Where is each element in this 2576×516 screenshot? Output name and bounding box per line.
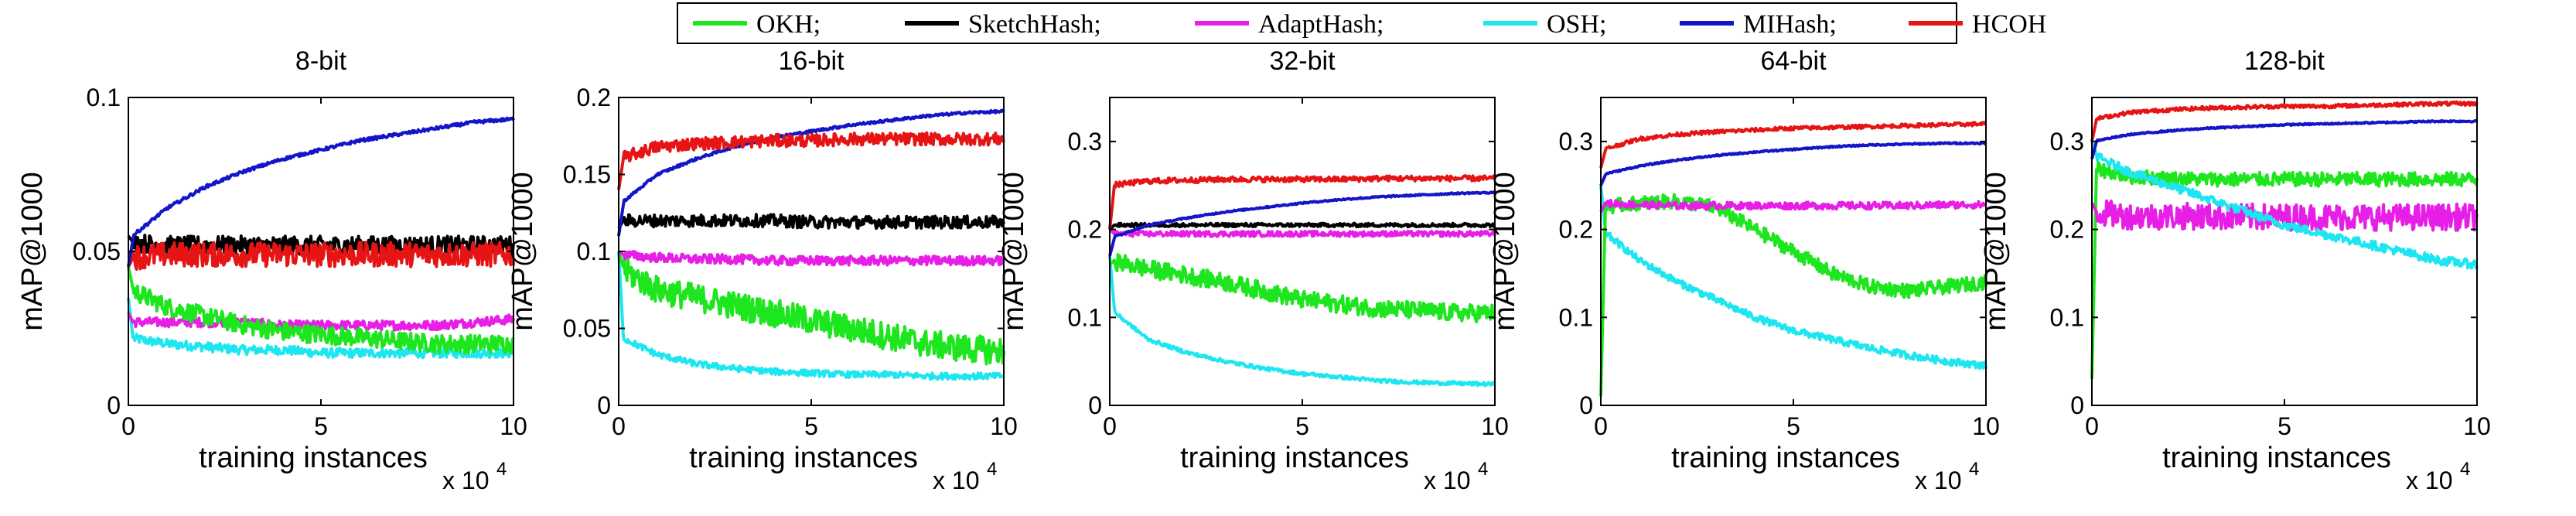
y-tick-label: 0.1 [577,237,611,265]
x-tick-label: 10 [2463,412,2491,440]
y-tick-label: 0.05 [73,237,121,265]
x-multiplier-label: x 10 [1915,466,1961,494]
y-tick-label: 0.15 [563,161,611,189]
x-tick-label: 5 [314,412,328,440]
x-multiplier-exponent: 4 [1969,459,1979,480]
x-multiplier-label: x 10 [2406,466,2452,494]
plot-area [1110,97,1495,405]
panel-title: 16-bit [778,46,844,76]
x-axis-label: training instances [1671,442,1900,474]
legend-label: OKH; [756,10,821,39]
x-multiplier: x 10 4 [1424,459,1488,494]
legend: OKH; SketchHash; AdaptHash; OSH; MIHash; HCOH [677,3,2046,43]
y-tick-label: 0.1 [87,84,121,111]
y-tick-label: 0.3 [1559,128,1593,155]
y-tick-label: 0.1 [2050,303,2084,331]
x-tick-label: 0 [1103,412,1117,440]
x-tick-label: 0 [2085,412,2099,440]
y-tick-label: 0 [2070,391,2084,419]
legend-label: OSH; [1547,10,1606,39]
y-axis-label: mAP@1000 [1489,172,1521,330]
x-axis-label: training instances [689,442,918,474]
x-multiplier-label: x 10 [442,466,489,494]
panel-title: 128-bit [2244,46,2325,76]
y-tick-label: 0 [107,391,121,419]
legend-label: AdaptHash; [1258,10,1384,39]
x-multiplier-label: x 10 [1424,466,1470,494]
x-multiplier-exponent: 4 [1478,459,1488,480]
y-tick-label: 0.2 [1559,216,1593,244]
y-tick-label: 0.1 [1068,303,1102,331]
y-tick-label: 0.2 [2050,216,2084,244]
legend-label: SketchHash; [968,10,1101,39]
y-tick-label: 0 [1088,391,1102,419]
y-tick-label: 0.3 [2050,128,2084,155]
x-multiplier: x 10 4 [933,459,997,494]
chart-panel-16-bit: 0 5 10 0 0.05 0.1 0.15 0.2 16-bit training instan… [507,46,1018,494]
panel-title: 32-bit [1269,46,1336,76]
chart-panel-32-bit: 0 5 10 0 0.1 0.2 0.3 32-bit training instances x … [998,46,1509,494]
x-multiplier-exponent: 4 [2460,459,2470,480]
x-tick-label: 5 [1295,412,1309,440]
x-multiplier: x 10 4 [442,459,507,494]
y-tick-label: 0.1 [1559,303,1593,331]
x-multiplier-exponent: 4 [987,459,997,480]
x-multiplier-label: x 10 [933,466,979,494]
y-tick-label: 0 [1579,391,1593,419]
y-axis-label: mAP@1000 [998,172,1030,330]
y-tick-label: 0 [597,391,611,419]
x-axis-label: training instances [1180,442,1409,474]
x-tick-label: 10 [1972,412,2000,440]
x-multiplier: x 10 4 [2406,459,2470,494]
plot-area [2092,97,2477,405]
x-axis-label: training instances [2162,442,2391,474]
chart-panel-128-bit: 0 5 10 0 0.1 0.2 0.3 128-bit training instances x… [1980,46,2491,494]
x-tick-label: 5 [1786,412,1800,440]
figure: OKH; SketchHash; AdaptHash; OSH; MIHash; HCOH… [0,0,2576,516]
y-tick-label: 0.05 [563,315,611,343]
x-tick-label: 0 [121,412,135,440]
x-multiplier: x 10 4 [1915,459,1979,494]
x-tick-label: 5 [2277,412,2291,440]
x-tick-label: 10 [990,412,1018,440]
chart-panel-8-bit: 0 5 10 0 0.05 0.1 8-bit training instances x 10 4… [16,46,527,494]
panel-title: 8-bit [295,46,347,76]
legend-label: MIHash; [1743,10,1837,39]
x-axis-label: training instances [199,442,428,474]
y-axis-label: mAP@1000 [1980,172,2012,330]
x-multiplier-exponent: 4 [496,459,507,480]
y-tick-label: 0.3 [1068,128,1102,155]
chart-panel-64-bit: 0 5 10 0 0.1 0.2 0.3 64-bit training instances x … [1489,46,2000,494]
panel-title: 64-bit [1760,46,1827,76]
x-tick-label: 10 [500,412,527,440]
y-axis-label: mAP@1000 [16,172,49,330]
y-tick-label: 0.2 [1068,216,1102,244]
x-tick-label: 0 [612,412,626,440]
y-tick-label: 0.2 [577,84,611,111]
x-tick-label: 10 [1481,412,1509,440]
x-tick-label: 5 [804,412,818,440]
legend-label: HCOH [1972,10,2046,39]
x-tick-label: 0 [1594,412,1608,440]
y-axis-label: mAP@1000 [507,172,539,330]
